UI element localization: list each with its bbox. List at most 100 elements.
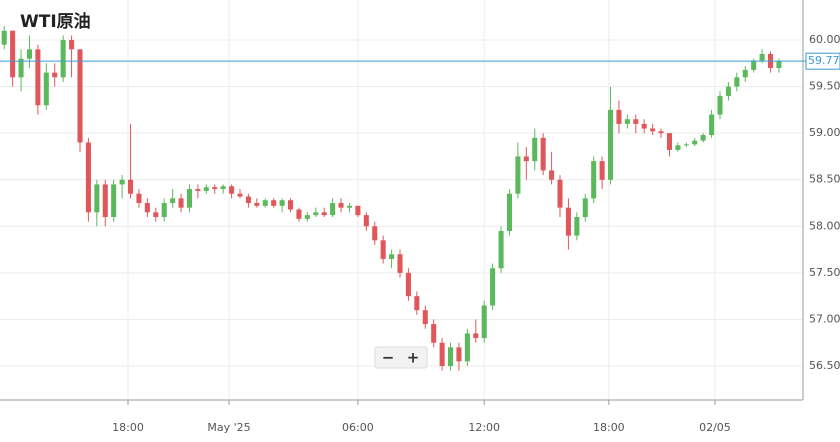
candle-body bbox=[431, 324, 437, 343]
candle-body bbox=[26, 49, 32, 59]
y-tick-label: 59.500 bbox=[809, 80, 840, 93]
candle-body bbox=[304, 215, 310, 219]
candle-body bbox=[557, 179, 563, 208]
candle-body bbox=[751, 60, 757, 70]
candle-body bbox=[229, 186, 235, 194]
candle-body bbox=[641, 123, 647, 129]
candle-body bbox=[128, 179, 134, 194]
candle-body bbox=[414, 296, 420, 311]
candle-body bbox=[136, 193, 142, 204]
chart-title: WTI原油 bbox=[20, 11, 91, 32]
candle-body bbox=[119, 179, 125, 185]
y-tick-label: 57.500 bbox=[809, 266, 840, 279]
candle-body bbox=[338, 203, 344, 208]
candle-body bbox=[102, 184, 108, 217]
candle-body bbox=[734, 77, 740, 87]
candle-body bbox=[153, 212, 159, 217]
candle-body bbox=[515, 156, 521, 194]
candle-body bbox=[448, 347, 454, 367]
candles bbox=[1, 26, 782, 371]
candle-body bbox=[599, 161, 605, 180]
candle-body bbox=[405, 272, 411, 297]
candle-body bbox=[10, 30, 16, 78]
candle-body bbox=[624, 119, 630, 124]
x-tick-label: 18:00 bbox=[593, 421, 625, 434]
candle-body bbox=[389, 254, 395, 259]
candle-body bbox=[60, 40, 66, 78]
candle-body bbox=[254, 203, 260, 206]
candle-body bbox=[69, 40, 75, 50]
candle-body bbox=[709, 114, 715, 136]
candle-body bbox=[111, 184, 117, 217]
candle-body bbox=[490, 268, 496, 306]
y-tick-label: 57.000 bbox=[809, 312, 840, 325]
candle-body bbox=[203, 187, 209, 191]
candle-body bbox=[144, 203, 150, 213]
candle-body bbox=[532, 137, 538, 162]
candle-body bbox=[77, 49, 83, 143]
candle-body bbox=[633, 119, 639, 124]
candle-body bbox=[591, 161, 597, 199]
candle-body bbox=[422, 310, 428, 325]
candle-body bbox=[692, 140, 698, 145]
candle-body bbox=[346, 205, 352, 208]
y-tick-label: 59.000 bbox=[809, 126, 840, 139]
candle-body bbox=[717, 95, 723, 115]
last-price-box bbox=[805, 52, 840, 70]
zoom-out[interactable]: − bbox=[382, 349, 395, 367]
candle-body bbox=[43, 72, 49, 106]
candle-body bbox=[683, 144, 689, 146]
y-tick-label: 60.000 bbox=[809, 33, 840, 46]
candle-body bbox=[212, 187, 218, 190]
candle-body bbox=[540, 137, 546, 171]
candle-body bbox=[456, 347, 462, 362]
candle-body bbox=[742, 69, 748, 78]
candle-body bbox=[245, 196, 251, 204]
last-price-label: 59.773 bbox=[808, 54, 840, 67]
y-tick-label: 58.500 bbox=[809, 173, 840, 186]
candle-body bbox=[296, 209, 302, 219]
candle-body bbox=[549, 170, 555, 180]
candle-body bbox=[380, 240, 386, 259]
candle-body bbox=[170, 198, 176, 204]
candle-body bbox=[94, 184, 100, 213]
candle-body bbox=[363, 215, 369, 227]
candle-body bbox=[498, 230, 504, 269]
candle-body bbox=[186, 189, 192, 208]
candle-body bbox=[565, 207, 571, 236]
candle-body bbox=[220, 186, 226, 190]
candle-body bbox=[666, 133, 672, 150]
candle-body bbox=[608, 109, 614, 180]
candle-body bbox=[262, 200, 268, 206]
candle-body bbox=[506, 193, 512, 231]
candle-body bbox=[523, 156, 529, 162]
candle-body bbox=[279, 200, 285, 206]
x-tick-label: 18:00 bbox=[112, 421, 144, 434]
candle-body bbox=[1, 30, 7, 45]
candle-body bbox=[355, 205, 361, 216]
candle-body bbox=[650, 128, 656, 132]
candle-body bbox=[481, 305, 487, 339]
candle-body bbox=[759, 54, 765, 61]
candle-body bbox=[85, 142, 91, 213]
candle-body bbox=[271, 200, 277, 206]
candle-body bbox=[161, 203, 167, 217]
candle-body bbox=[372, 226, 378, 241]
zoom-box bbox=[374, 346, 428, 369]
x-tick-label: 06:00 bbox=[342, 421, 374, 434]
y-tick-label: 56.500 bbox=[809, 359, 840, 372]
candle-body bbox=[195, 189, 201, 191]
candle-body bbox=[616, 109, 622, 124]
candle-body bbox=[35, 49, 41, 106]
candle-body bbox=[473, 333, 479, 339]
grid bbox=[0, 0, 803, 400]
x-tick-label: 12:00 bbox=[468, 421, 500, 434]
candle-body bbox=[675, 145, 681, 150]
candle-body bbox=[439, 342, 445, 367]
candle-body bbox=[330, 203, 336, 216]
candle-body bbox=[52, 72, 58, 78]
candle-body bbox=[658, 131, 664, 134]
candle-body bbox=[574, 216, 580, 236]
zoom-in[interactable]: + bbox=[407, 349, 420, 367]
